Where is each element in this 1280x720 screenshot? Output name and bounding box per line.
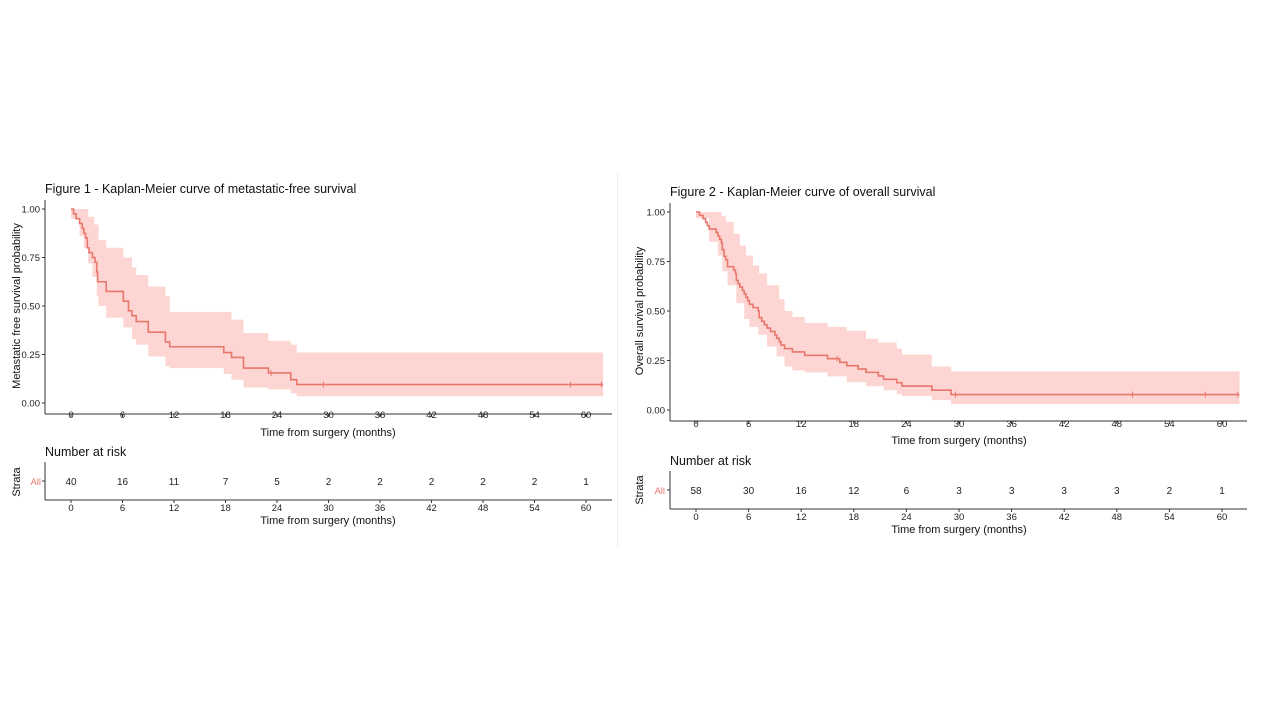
risk-count: 2 bbox=[480, 477, 486, 488]
y-tick-label: 0.00 bbox=[647, 406, 666, 417]
x-tick-label: 36 bbox=[1006, 419, 1017, 430]
risk-x-tick-label: 60 bbox=[1217, 512, 1228, 523]
risk-x-tick-label: 42 bbox=[1059, 512, 1070, 523]
x-axis-label: Time from surgery (months) bbox=[891, 435, 1026, 447]
y-tick-label: 0.25 bbox=[647, 356, 666, 367]
survival-curve bbox=[696, 211, 1240, 396]
x-tick-label: 24 bbox=[901, 419, 912, 430]
y-axis-label: Overall survival probability bbox=[634, 246, 646, 375]
risk-x-tick-label: 12 bbox=[796, 512, 807, 523]
risk-count: 2 bbox=[377, 477, 383, 488]
risk-count: 2 bbox=[1167, 486, 1173, 497]
y-tick-label: 0.00 bbox=[22, 399, 41, 410]
risk-count: 5 bbox=[274, 477, 280, 488]
risk-x-tick-label: 12 bbox=[169, 503, 180, 514]
risk-count: 30 bbox=[743, 486, 755, 497]
x-tick-label: 6 bbox=[120, 410, 125, 421]
y-tick-label: 0.25 bbox=[22, 350, 41, 361]
x-axis-label: Time from surgery (months) bbox=[260, 427, 395, 439]
risk-count: 1 bbox=[1219, 486, 1225, 497]
risk-x-axis-label: Time from surgery (months) bbox=[891, 524, 1026, 536]
risk-table-title: Number at risk bbox=[670, 454, 752, 468]
risk-table-ylabel: Strata bbox=[11, 466, 23, 496]
risk-count: 12 bbox=[848, 486, 860, 497]
x-tick-label: 0 bbox=[693, 419, 698, 430]
x-tick-label: 30 bbox=[323, 410, 334, 421]
x-tick-label: 60 bbox=[1217, 419, 1228, 430]
x-tick-label: 18 bbox=[849, 419, 860, 430]
x-tick-label: 60 bbox=[581, 410, 592, 421]
risk-table-ylabel: Strata bbox=[634, 474, 646, 504]
risk-x-tick-label: 0 bbox=[68, 503, 73, 514]
risk-x-tick-label: 48 bbox=[1112, 512, 1123, 523]
risk-strata-label: All bbox=[654, 486, 665, 497]
x-tick-label: 24 bbox=[272, 410, 283, 421]
confidence-band bbox=[696, 212, 1240, 405]
confidence-band bbox=[71, 209, 604, 397]
risk-strata-label: All bbox=[30, 477, 41, 488]
risk-x-tick-label: 36 bbox=[375, 503, 386, 514]
risk-table-title: Number at risk bbox=[45, 445, 127, 459]
risk-count: 58 bbox=[690, 486, 702, 497]
x-tick-label: 6 bbox=[746, 419, 751, 430]
risk-count: 3 bbox=[1114, 486, 1120, 497]
x-tick-label: 42 bbox=[426, 410, 437, 421]
risk-count: 11 bbox=[169, 477, 180, 488]
risk-x-tick-label: 18 bbox=[220, 503, 231, 514]
risk-x-tick-label: 24 bbox=[272, 503, 283, 514]
risk-count: 2 bbox=[326, 477, 332, 488]
x-tick-label: 0 bbox=[68, 410, 73, 421]
x-tick-label: 42 bbox=[1059, 419, 1070, 430]
y-tick-label: 1.00 bbox=[647, 208, 666, 219]
risk-x-tick-label: 36 bbox=[1006, 512, 1017, 523]
y-tick-label: 0.75 bbox=[22, 253, 41, 264]
x-tick-label: 18 bbox=[220, 410, 231, 421]
x-tick-label: 48 bbox=[1112, 419, 1123, 430]
risk-count: 3 bbox=[1009, 486, 1015, 497]
risk-count: 3 bbox=[956, 486, 962, 497]
risk-count: 7 bbox=[223, 477, 229, 488]
x-tick-label: 54 bbox=[529, 410, 540, 421]
risk-count: 1 bbox=[583, 477, 589, 488]
chart-title: Figure 1 - Kaplan-Meier curve of metasta… bbox=[45, 182, 356, 196]
risk-count: 2 bbox=[429, 477, 435, 488]
y-tick-label: 0.50 bbox=[647, 307, 666, 318]
x-tick-label: 12 bbox=[796, 419, 807, 430]
risk-count: 6 bbox=[904, 486, 910, 497]
risk-x-tick-label: 42 bbox=[426, 503, 437, 514]
survival-curve bbox=[71, 208, 604, 386]
risk-x-tick-label: 6 bbox=[120, 503, 125, 514]
risk-x-axis-label: Time from surgery (months) bbox=[260, 515, 395, 527]
x-tick-label: 36 bbox=[375, 410, 386, 421]
risk-x-tick-label: 30 bbox=[954, 512, 965, 523]
chart-title: Figure 2 - Kaplan-Meier curve of overall… bbox=[670, 185, 935, 199]
risk-count: 16 bbox=[796, 486, 808, 497]
risk-x-tick-label: 0 bbox=[693, 512, 698, 523]
panel-divider bbox=[617, 172, 618, 548]
risk-x-tick-label: 18 bbox=[849, 512, 860, 523]
y-tick-label: 0.75 bbox=[647, 257, 666, 268]
risk-x-tick-label: 54 bbox=[529, 503, 540, 514]
risk-count: 2 bbox=[532, 477, 538, 488]
risk-x-tick-label: 6 bbox=[746, 512, 751, 523]
risk-count: 40 bbox=[65, 477, 77, 488]
risk-x-tick-label: 30 bbox=[323, 503, 334, 514]
risk-x-tick-label: 24 bbox=[901, 512, 912, 523]
figure-1-metastatic-free-survival: Figure 1 - Kaplan-Meier curve of metasta… bbox=[11, 182, 612, 527]
risk-count: 16 bbox=[117, 477, 129, 488]
risk-x-tick-label: 54 bbox=[1164, 512, 1175, 523]
y-tick-label: 0.50 bbox=[22, 302, 41, 313]
figure-2-overall-survival: Figure 2 - Kaplan-Meier curve of overall… bbox=[634, 185, 1247, 536]
y-axis-label: Metastatic free survival probability bbox=[11, 223, 23, 389]
x-tick-label: 30 bbox=[954, 419, 965, 430]
x-tick-label: 54 bbox=[1164, 419, 1175, 430]
x-tick-label: 48 bbox=[478, 410, 489, 421]
risk-x-tick-label: 60 bbox=[581, 503, 592, 514]
risk-count: 3 bbox=[1061, 486, 1067, 497]
y-tick-label: 1.00 bbox=[22, 205, 41, 216]
x-tick-label: 12 bbox=[169, 410, 180, 421]
risk-x-tick-label: 48 bbox=[478, 503, 489, 514]
